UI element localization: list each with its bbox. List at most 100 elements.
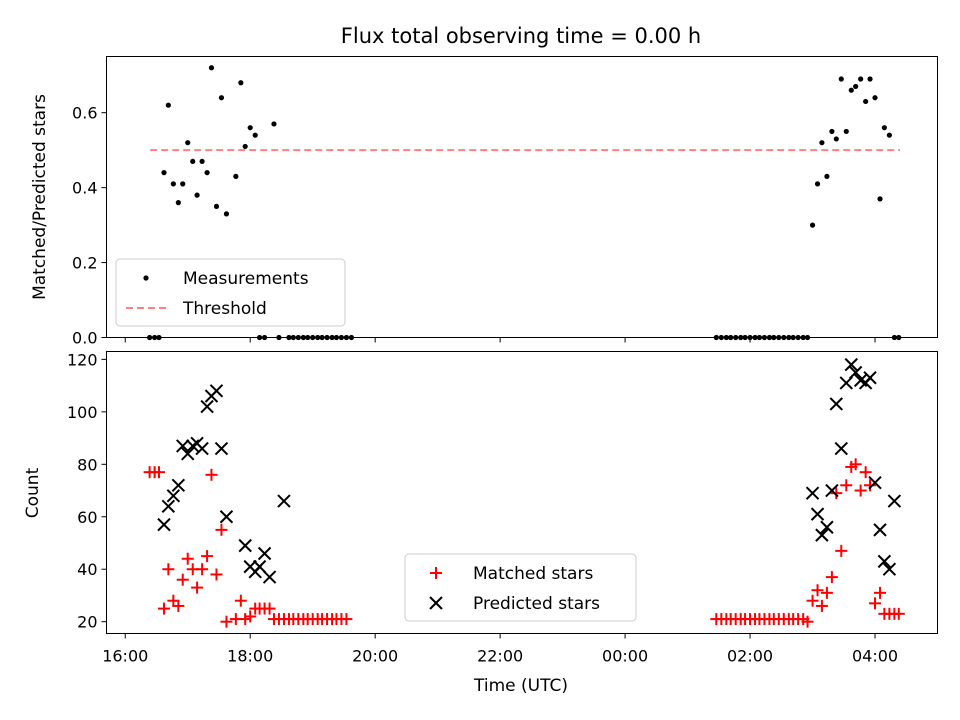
matched-star-marker [806, 594, 819, 607]
measurement-point [252, 132, 258, 138]
measurement-point [242, 143, 248, 150]
predicted-star-marker [262, 570, 277, 584]
measurement-point [223, 211, 230, 217]
predicted-star-marker [882, 562, 897, 576]
matched-star-marker [210, 568, 223, 581]
bottom-x-tick-label: 16:00 [102, 647, 148, 666]
measurement-point [867, 76, 873, 82]
matched-star-marker [263, 602, 276, 615]
predicted-star-stroke-b [200, 399, 214, 414]
measurement-point [886, 132, 892, 138]
measurement-point [170, 181, 176, 187]
matched-star-marker [191, 581, 204, 594]
measurement-point [204, 170, 210, 176]
predicted-star-stroke-b [252, 559, 267, 574]
predicted-star-marker [820, 520, 834, 534]
predicted-star-stroke-b [277, 494, 291, 508]
predicted-star-marker [834, 441, 848, 456]
predicted-star-stroke-b [868, 475, 882, 490]
predicted-star-marker [257, 546, 272, 561]
predicted-star-marker [219, 510, 234, 524]
predicted-star-stroke-b [834, 441, 848, 456]
legend-matched-marker [430, 567, 442, 579]
predicted-star-stroke-b [810, 507, 825, 521]
top-x-ticks [124, 337, 876, 343]
bottom-y-ticks: 20 40 60 80 100 120 [67, 350, 107, 632]
predicted-star-marker [863, 371, 877, 385]
bottom-legend-box [404, 553, 637, 622]
predicted-star-marker [166, 489, 181, 503]
matched-star-marker [840, 479, 853, 492]
predicted-star-marker [829, 397, 843, 411]
bottom-y-tick-label: 80 [77, 455, 97, 474]
measurement-point [853, 83, 859, 90]
predicted-star-marker [200, 399, 214, 414]
measurement-point [180, 181, 186, 187]
bottom-y-tick-label: 120 [67, 350, 98, 369]
predicted-star-marker [195, 441, 209, 456]
top-y-tick-label: 0.6 [72, 104, 97, 123]
matched-star-marker [176, 573, 189, 586]
bottom-y-tick-label: 60 [77, 508, 97, 527]
matched-star-marker [835, 544, 848, 557]
predicted-star-stroke-b [214, 441, 229, 456]
predicted-star-marker [825, 483, 839, 498]
top-y-ticks: 0.0 0.2 0.4 0.6 [72, 104, 107, 348]
predicted-star-marker [848, 365, 863, 380]
predicted-star-stroke-b [157, 517, 171, 532]
measurement-point [238, 80, 244, 86]
matched-star-marker [205, 468, 218, 481]
matched-star-marker [152, 466, 165, 479]
predicted-star-stroke-b [829, 397, 843, 411]
legend-threshold-label: Threshold [182, 299, 267, 319]
predicted-star-stroke-b [877, 554, 892, 569]
bottom-x-ticks: 16:00 18:00 20:00 22:00 00:00 02:00 04:00 [102, 633, 898, 666]
matched-star-marker [864, 479, 877, 492]
predicted-star-stroke-b [262, 570, 277, 584]
matched-star-marker [181, 552, 194, 565]
predicted-star-stroke-b [820, 520, 834, 534]
measurement-point [863, 98, 869, 105]
measurement-point [881, 125, 887, 131]
measurement-point [194, 192, 200, 198]
predicted-star-stroke-b [844, 357, 858, 372]
legend-predicted-marker [429, 596, 443, 610]
predicted-star-stroke-b [882, 562, 897, 576]
predicted-star-stroke-b [171, 478, 186, 492]
matched-star-marker [874, 586, 887, 599]
predicted-star-marker [277, 494, 291, 508]
matched-star-marker [825, 571, 838, 584]
predicted-star-stroke-b [209, 384, 224, 398]
bottom-panel: 20 40 60 80 100 120 16:00 18:00 20:00 22:00 00:00… [23, 350, 938, 696]
predicted-star-marker [209, 384, 224, 398]
bottom-y-tick-label: 100 [67, 403, 98, 422]
predicted-star-stroke-b [257, 546, 272, 561]
top-plot-frame [106, 56, 938, 338]
measurement-point [809, 222, 816, 228]
bottom-x-tick-label: 00:00 [602, 647, 648, 666]
top-y-tick-label: 0.0 [72, 329, 97, 348]
predicted-star-stroke-b [863, 371, 877, 385]
bottom-x-tick-label: 18:00 [227, 647, 273, 666]
matched-star-marker [244, 610, 257, 623]
matched-star-marker [869, 597, 882, 610]
predicted-star-marker [873, 523, 887, 537]
measurement-point [233, 173, 239, 179]
matched-star-marker [815, 599, 828, 612]
predicted-star-stroke-b [195, 441, 209, 456]
measurement-point [819, 140, 825, 146]
measurement-point [218, 95, 225, 101]
measurement-point [838, 76, 844, 82]
predicted-star-marker [252, 559, 267, 574]
matched-star-marker [854, 484, 867, 497]
measurement-point [208, 65, 215, 71]
measurement-point [213, 203, 220, 209]
measurement-point [824, 173, 830, 179]
predicted-star-stroke-b [873, 523, 887, 537]
measurement-point [175, 200, 181, 206]
predicted-star-marker [238, 538, 252, 553]
top-measurements-layer [147, 65, 902, 341]
predicted-star-stroke-b [853, 373, 868, 388]
measurement-point [872, 95, 878, 101]
matched-star-marker [820, 586, 833, 599]
